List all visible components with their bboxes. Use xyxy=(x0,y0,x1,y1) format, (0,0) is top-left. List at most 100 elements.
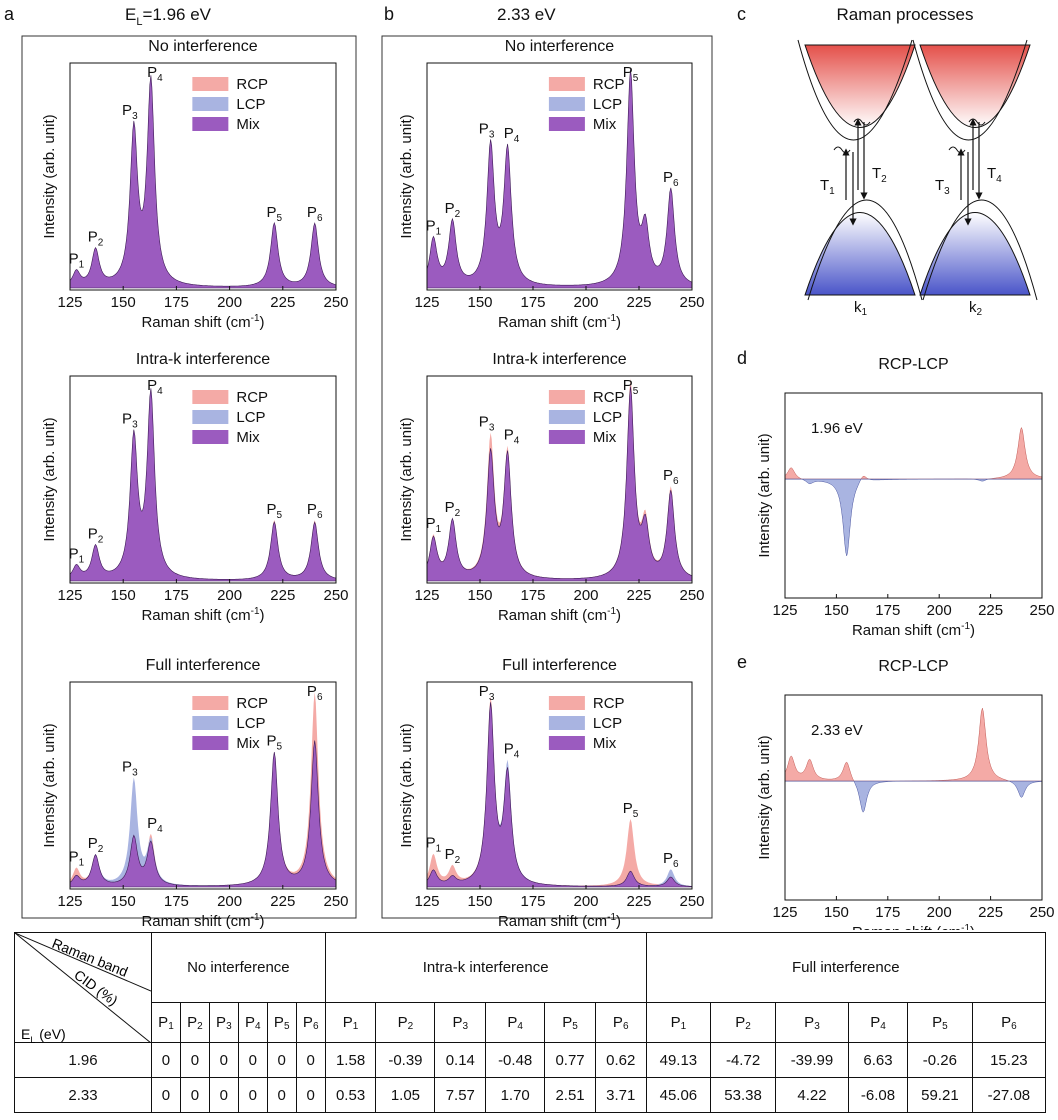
cid-cell-no: 0 xyxy=(237,1042,268,1078)
band-outline xyxy=(797,39,913,141)
plot-title: Full interference xyxy=(146,657,261,674)
band-header-no-p4: P4 xyxy=(237,1002,268,1043)
legend-label-lcp: LCP xyxy=(593,715,622,732)
cid-cell-intra: 3.71 xyxy=(594,1077,647,1113)
legend-swatch-rcp xyxy=(192,696,229,710)
band-outline xyxy=(807,199,923,301)
x-tick-label: 150 xyxy=(467,587,492,604)
plot-title: RCP-LCP xyxy=(878,658,948,675)
x-tick-label: 175 xyxy=(520,587,545,604)
x-tick-label: 250 xyxy=(323,294,348,311)
legend-swatch-mix xyxy=(548,736,585,750)
cid-cell-no: 0 xyxy=(237,1077,268,1113)
band-header-intra-p5: P5 xyxy=(544,1002,596,1043)
band-header-full-p3: P3 xyxy=(774,1002,850,1043)
legend-label-mix: Mix xyxy=(236,735,260,752)
series-mix-area xyxy=(69,740,337,888)
peak-label-p1: P1 xyxy=(69,545,85,565)
x-tick-label: 250 xyxy=(1029,602,1054,619)
cid-cell-intra: -0.39 xyxy=(375,1042,436,1078)
legend-label-lcp: LCP xyxy=(236,409,265,426)
band-header-no-p2: P2 xyxy=(179,1002,210,1043)
legend-swatch-rcp xyxy=(548,696,585,710)
peak-label-p1: P1 xyxy=(69,251,85,271)
transition-label: T4 xyxy=(987,165,1002,185)
legend-swatch-mix xyxy=(192,736,229,750)
legend-label-lcp: LCP xyxy=(236,715,265,732)
x-axis-label: Raman shift (cm-1) xyxy=(498,606,621,624)
band-header-intra-p3: P3 xyxy=(434,1002,487,1043)
table-corner-cell: Raman band CID (%) EL (eV) xyxy=(14,932,152,1043)
legend-swatch-lcp xyxy=(548,410,585,424)
peak-label-p3: P3 xyxy=(122,411,138,431)
legend-label-mix: Mix xyxy=(593,735,617,752)
peak-label-p3: P3 xyxy=(122,102,138,122)
series-mix-area xyxy=(426,69,693,289)
y-axis-label: Intensity (arb. unit) xyxy=(756,735,773,859)
band-outline xyxy=(912,39,1028,141)
y-axis-label: Intensity (arb. unit) xyxy=(41,417,58,541)
plot-axes xyxy=(69,375,337,584)
cid-cell-full: -6.08 xyxy=(847,1077,909,1113)
x-tick-label: 250 xyxy=(323,587,348,604)
x-tick-label: 125 xyxy=(57,893,82,910)
plot-b1: No interference 125 150 175 200 225 250 Raman s… xyxy=(398,38,705,331)
diff-negative-area xyxy=(785,478,1042,557)
band-outline xyxy=(922,199,1038,301)
valley-label: k1 xyxy=(854,299,868,318)
peak-label-p4: P4 xyxy=(504,125,520,145)
valence-band xyxy=(919,212,1031,296)
legend-swatch-lcp xyxy=(548,97,585,111)
plot-b3: Full interference 125 150 175 200 225 250 Raman… xyxy=(398,657,705,930)
legend-swatch-rcp xyxy=(192,390,229,404)
x-axis-label: Raman shift (cm-1) xyxy=(141,313,264,331)
y-axis-label: Intensity (arb. unit) xyxy=(41,723,58,847)
peak-label-p1: P1 xyxy=(426,515,442,535)
panel-letter-e: e xyxy=(737,652,747,672)
legend-swatch-rcp xyxy=(192,77,229,91)
peak-label-p2: P2 xyxy=(88,835,104,855)
x-tick-label: 175 xyxy=(164,587,189,604)
band-header-full-p4: P4 xyxy=(847,1002,909,1043)
legend-label-lcp: LCP xyxy=(593,96,622,113)
band-header-no-p6: P6 xyxy=(295,1002,326,1043)
x-tick-label: 175 xyxy=(875,904,900,921)
peak-label-p5: P5 xyxy=(623,64,639,84)
x-axis-label: Raman shift (cm-1) xyxy=(852,923,975,930)
legend-swatch-rcp xyxy=(548,77,585,91)
x-tick-label: 225 xyxy=(270,893,295,910)
cid-cell-no: 0 xyxy=(295,1042,326,1078)
peak-label-p4: P4 xyxy=(147,377,163,397)
x-axis-label: Raman shift (cm-1) xyxy=(852,621,975,639)
cid-cell-full: 15.23 xyxy=(971,1042,1047,1078)
x-tick-label: 250 xyxy=(1029,904,1054,921)
diff-positive-area xyxy=(784,707,1042,782)
legend-swatch-lcp xyxy=(548,716,585,730)
plot-axes xyxy=(426,375,693,584)
peak-label-p6: P6 xyxy=(307,683,323,703)
x-tick-label: 175 xyxy=(875,602,900,619)
peak-label-p2: P2 xyxy=(445,499,461,519)
cid-cell-no: 0 xyxy=(179,1077,210,1113)
x-tick-label: 225 xyxy=(978,602,1003,619)
cid-cell-no: 0 xyxy=(266,1077,297,1113)
x-tick-label: 250 xyxy=(679,587,704,604)
peak-label-p6: P6 xyxy=(307,501,323,521)
legend-label-rcp: RCP xyxy=(593,695,625,712)
peak-label-p1: P1 xyxy=(426,217,442,237)
legend-swatch-lcp xyxy=(192,410,229,424)
cid-cell-full: 49.13 xyxy=(645,1042,712,1078)
legend-swatch-mix xyxy=(548,430,585,444)
x-tick-label: 225 xyxy=(270,587,295,604)
peak-label-p6: P6 xyxy=(663,467,679,487)
legend-swatch-mix xyxy=(548,117,585,131)
cid-cell-full: 45.06 xyxy=(645,1077,712,1113)
x-tick-label: 125 xyxy=(57,587,82,604)
cid-cell-no: 0 xyxy=(266,1042,297,1078)
cid-cell-intra: 0.77 xyxy=(544,1042,596,1078)
y-axis-label: Intensity (arb. unit) xyxy=(756,433,773,557)
peak-label-p4: P4 xyxy=(147,64,163,84)
band-header-full-p5: P5 xyxy=(907,1002,973,1043)
x-tick-label: 200 xyxy=(573,294,598,311)
transition-label: T3 xyxy=(935,177,950,197)
